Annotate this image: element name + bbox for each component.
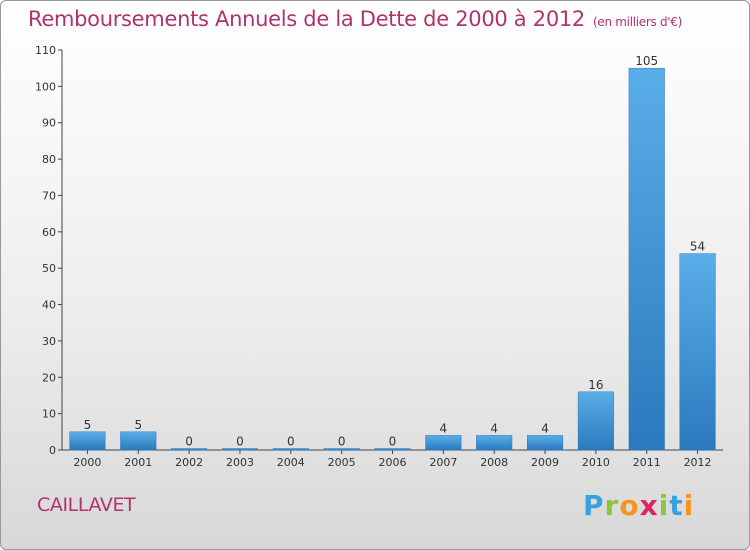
x-tick-label: 2007: [429, 456, 457, 469]
y-tick-label: 110: [35, 44, 56, 57]
bar-value-label: 0: [338, 435, 346, 449]
x-tick-label: 2010: [582, 456, 610, 469]
y-tick-label: 40: [42, 299, 56, 312]
y-tick-label: 90: [42, 117, 56, 130]
commune-name: CAILLAVET: [37, 494, 136, 516]
x-tick-label: 2002: [175, 456, 203, 469]
bar: [425, 435, 462, 451]
bar: [272, 448, 309, 451]
bar: [526, 435, 564, 451]
bar-value-label: 16: [588, 378, 603, 392]
chart-title-text: Remboursements Annuels de la Dette de 20…: [28, 7, 585, 31]
x-tick-label: 2003: [226, 456, 254, 469]
bar: [374, 448, 411, 451]
bar: [476, 435, 513, 451]
bar-value-label: 0: [389, 435, 397, 449]
bar: [679, 253, 716, 451]
y-tick-label: 80: [42, 153, 56, 166]
chart-title: Remboursements Annuels de la Dette de 20…: [28, 7, 682, 31]
bar-value-label: 4: [541, 421, 549, 435]
x-tick-label: 2011: [633, 456, 661, 469]
y-tick-label: 10: [42, 408, 56, 421]
bar: [323, 448, 360, 451]
x-tick-label: 2000: [73, 456, 101, 469]
y-tick-label: 20: [42, 371, 56, 384]
bar-value-label: 0: [287, 435, 295, 449]
x-tick-label: 2012: [684, 456, 712, 469]
bar: [577, 391, 614, 451]
bar: [221, 448, 259, 451]
x-tick-label: 2006: [379, 456, 407, 469]
y-tick-label: 100: [35, 80, 56, 93]
y-tick-label: 50: [42, 262, 56, 275]
bar-value-label: 0: [185, 435, 193, 449]
x-tick-label: 2004: [277, 456, 305, 469]
bar-value-label: 105: [635, 54, 658, 68]
x-tick-label: 2005: [328, 456, 356, 469]
bar-value-label: 4: [440, 421, 448, 435]
chart-unit: (en milliers d'€): [593, 15, 683, 29]
bar: [120, 431, 157, 451]
y-tick-label: 70: [42, 189, 56, 202]
y-tick-label: 60: [42, 226, 56, 239]
y-tick-label: 0: [49, 444, 56, 457]
bar-value-label: 4: [490, 421, 498, 435]
x-tick-label: 2009: [531, 456, 559, 469]
bar: [69, 431, 106, 451]
x-tick-label: 2008: [480, 456, 508, 469]
bar-value-label: 5: [84, 418, 92, 432]
x-tick-label: 2001: [124, 456, 152, 469]
bar-value-label: 54: [690, 240, 705, 254]
bar-value-label: 5: [134, 418, 142, 432]
bar-value-label: 0: [236, 435, 244, 449]
bar: [628, 67, 665, 451]
bar: [171, 448, 208, 451]
proxiti-logo[interactable]: Proxiti: [583, 489, 695, 522]
y-tick-label: 30: [42, 335, 56, 348]
